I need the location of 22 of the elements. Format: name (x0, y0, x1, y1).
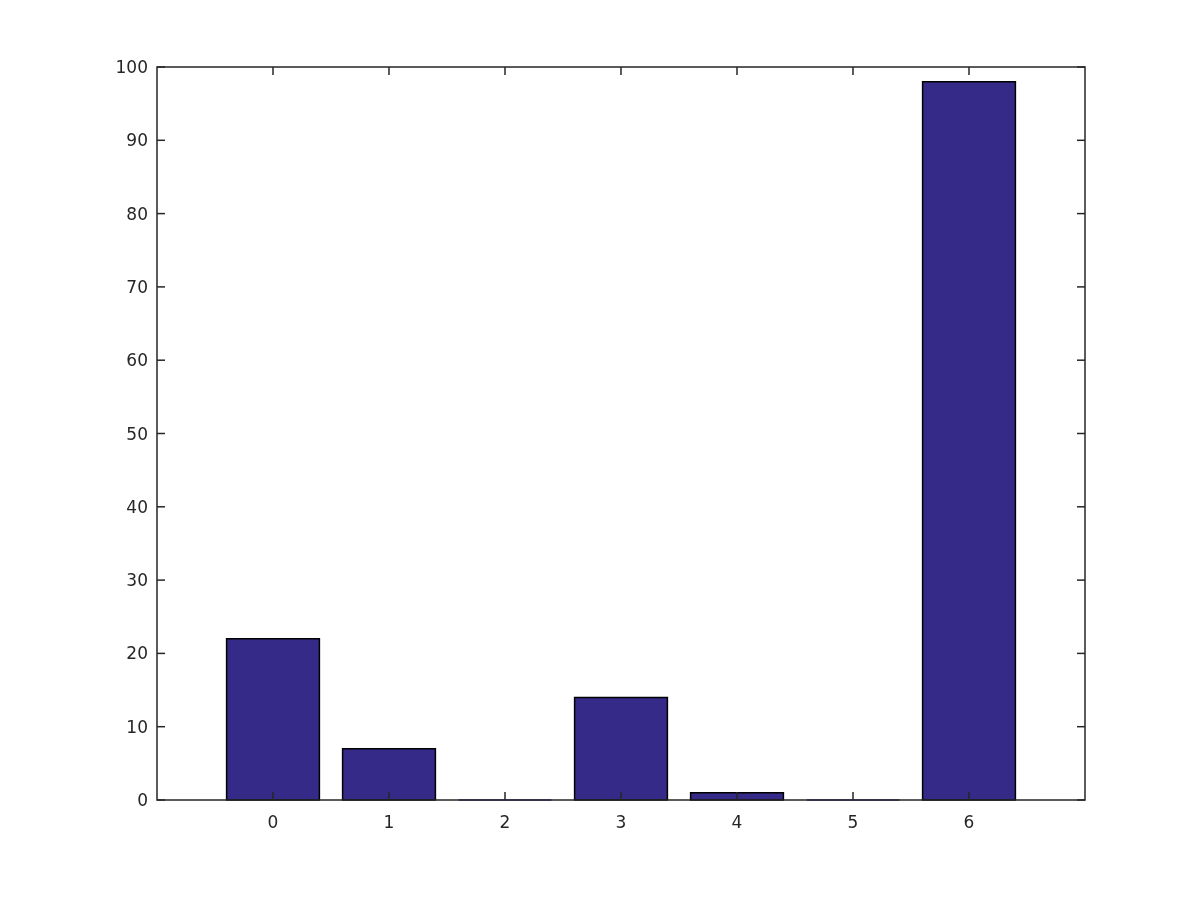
bar (225, 637, 321, 801)
x-tick-label: 6 (963, 812, 975, 832)
bar (341, 747, 437, 801)
bar (921, 80, 1017, 801)
y-tick-label: 80 (126, 203, 148, 224)
bar (573, 696, 669, 801)
y-tick-label: 10 (126, 716, 148, 737)
y-tick-label: 40 (126, 496, 148, 517)
y-tick-label: 60 (126, 350, 148, 371)
y-tick-label: 70 (126, 276, 148, 297)
x-tick-label: 4 (731, 812, 743, 832)
x-tick-label: 2 (499, 812, 511, 832)
y-tick-label: 100 (115, 57, 148, 77)
x-tick-label: 0 (267, 812, 279, 832)
y-tick-label: 90 (126, 130, 148, 151)
x-tick-label: 3 (615, 812, 627, 832)
y-tick-label: 30 (126, 570, 148, 591)
x-tick-label: 5 (847, 812, 859, 832)
y-tick-label: 0 (137, 790, 148, 810)
y-tick-label: 20 (126, 643, 148, 664)
x-tick-label: 1 (383, 812, 395, 832)
y-tick-label: 50 (126, 423, 148, 444)
